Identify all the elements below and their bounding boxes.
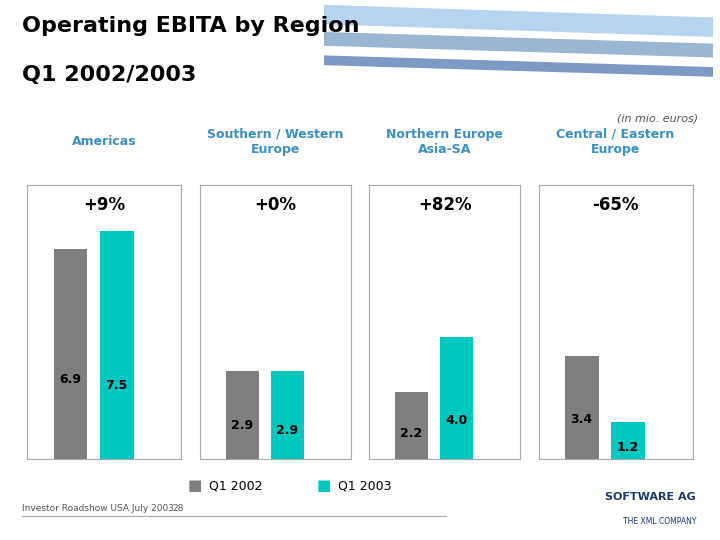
Text: Q1 2002/2003: Q1 2002/2003	[22, 65, 196, 85]
Bar	[53, 249, 87, 459]
Text: Northern Europe
Asia-SA: Northern Europe Asia-SA	[386, 128, 503, 156]
Text: 2.9: 2.9	[276, 424, 299, 437]
Bar	[611, 422, 645, 459]
Text: 2.2: 2.2	[400, 427, 423, 440]
Bar	[226, 371, 259, 459]
Text: Investor Roadshow USA July 2003: Investor Roadshow USA July 2003	[22, 504, 174, 513]
Text: Q1 2002: Q1 2002	[209, 480, 262, 492]
Text: THE XML COMPANY: THE XML COMPANY	[623, 517, 696, 525]
Bar	[395, 392, 428, 459]
Text: 4.0: 4.0	[446, 414, 468, 427]
Text: (in mio. euros): (in mio. euros)	[617, 113, 698, 124]
Text: Operating EBITA by Region: Operating EBITA by Region	[22, 16, 359, 36]
Text: Central / Eastern
Europe: Central / Eastern Europe	[557, 128, 675, 156]
Bar	[440, 338, 473, 459]
Bar	[100, 231, 134, 459]
Text: Southern / Western
Europe: Southern / Western Europe	[207, 128, 343, 156]
Text: Americas: Americas	[72, 135, 137, 148]
Text: +0%: +0%	[254, 196, 297, 214]
Bar	[271, 371, 304, 459]
Bar	[564, 355, 598, 459]
Text: ■: ■	[317, 478, 331, 494]
Text: SOFTWARE AG: SOFTWARE AG	[606, 492, 696, 502]
Text: 28: 28	[173, 504, 184, 513]
Text: ■: ■	[187, 478, 202, 494]
Text: -65%: -65%	[593, 196, 639, 214]
Text: 2.9: 2.9	[231, 419, 253, 432]
Text: Q1 2003: Q1 2003	[338, 480, 392, 492]
Text: +9%: +9%	[84, 196, 125, 214]
Text: 3.4: 3.4	[571, 413, 593, 426]
Text: 6.9: 6.9	[60, 373, 81, 386]
Text: 7.5: 7.5	[106, 380, 128, 393]
Text: 1.2: 1.2	[617, 441, 639, 454]
Text: +82%: +82%	[418, 196, 472, 214]
